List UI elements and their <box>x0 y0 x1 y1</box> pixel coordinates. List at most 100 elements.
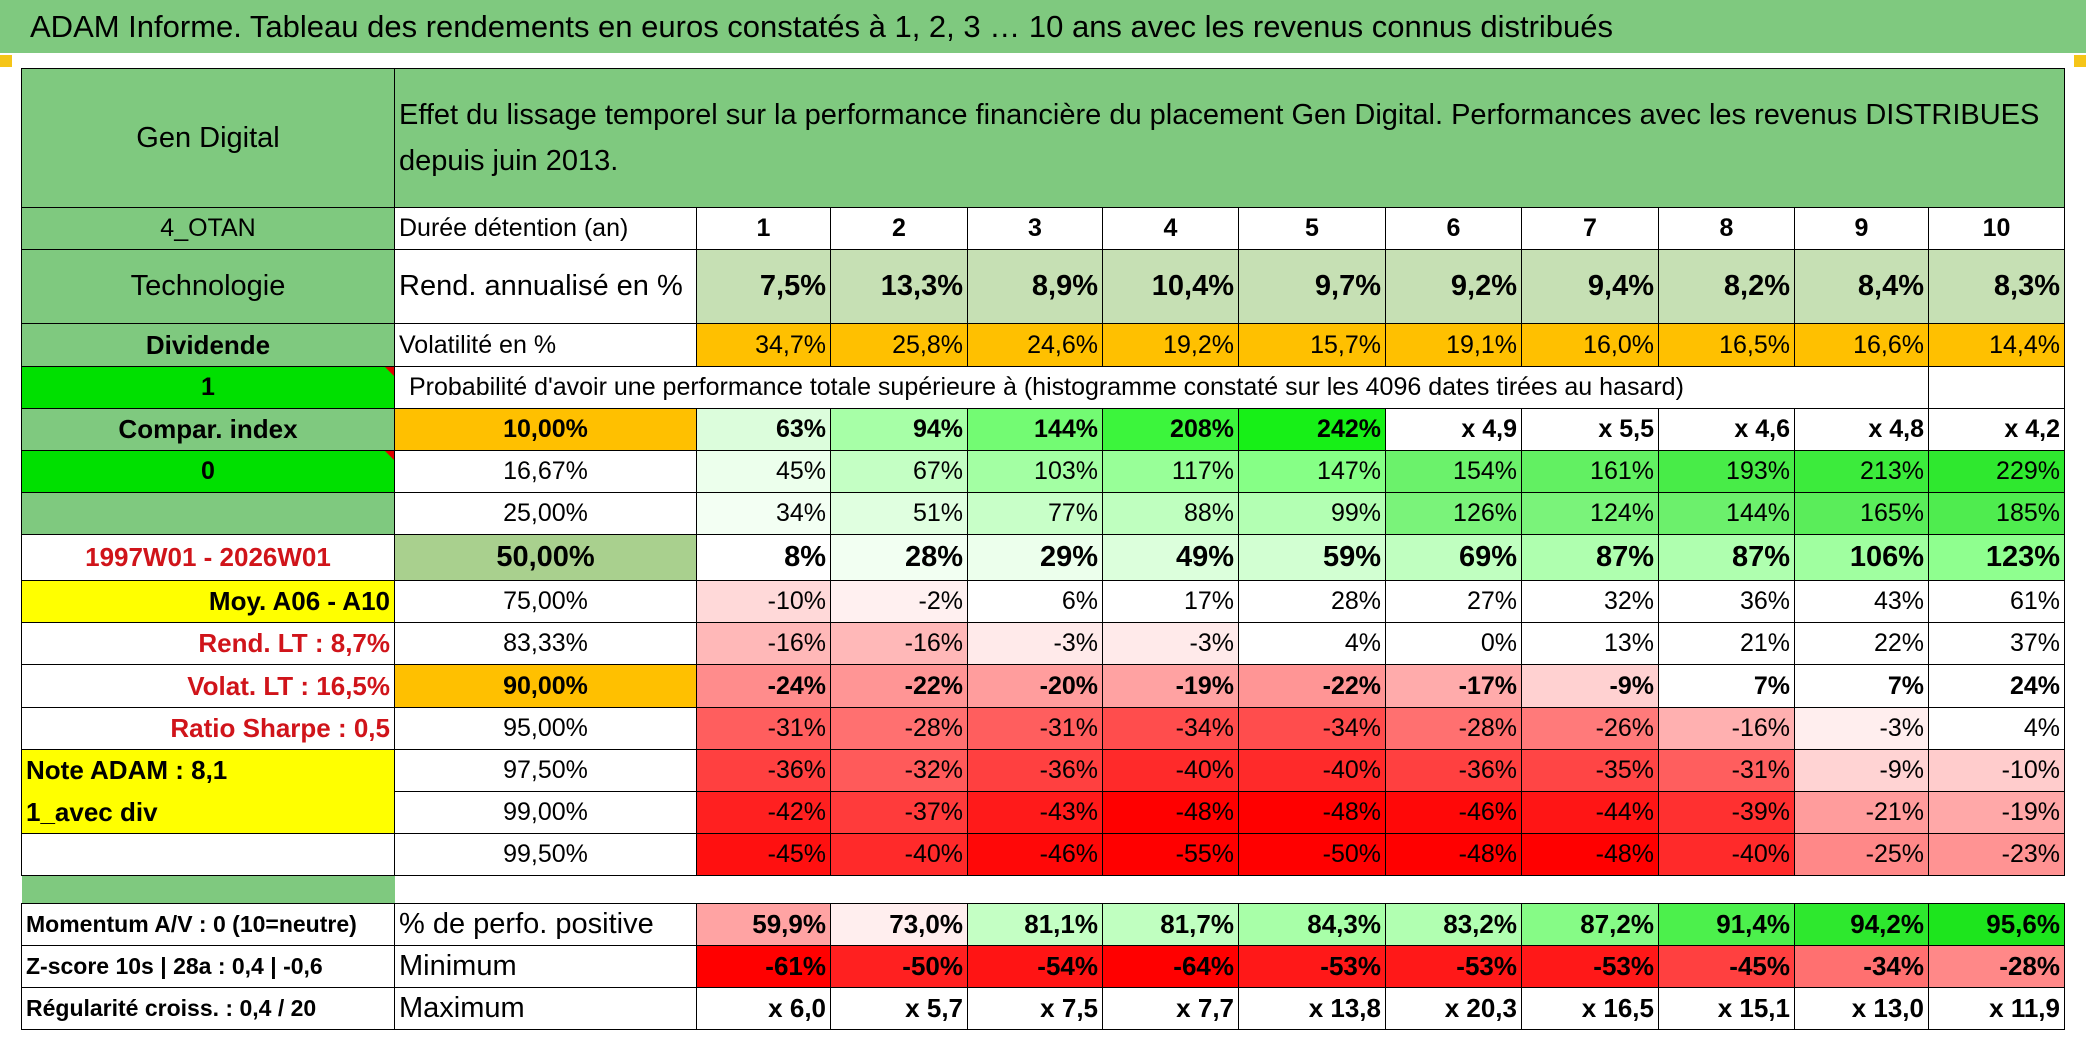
percentile-value: -19% <box>1928 791 2065 834</box>
dividend-cell: Dividende <box>21 323 395 367</box>
return-value: 8,2% <box>1658 249 1795 324</box>
percentile-value: 87% <box>1658 534 1795 581</box>
return-value: 10,4% <box>1102 249 1239 324</box>
volatility-value: 24,6% <box>967 323 1103 367</box>
percentile-value: -25% <box>1794 833 1929 876</box>
year-header: 4 <box>1102 207 1239 250</box>
positive-value: 73,0% <box>830 903 968 946</box>
percentile-row: 1997W01 - 2026W01 50,00% 8% 28% 29% 49% 59% 69%… <box>21 534 2065 581</box>
minimum-value: -54% <box>967 945 1103 988</box>
percentile-value: 43% <box>1794 580 1929 623</box>
percentile-value: -50% <box>1238 833 1386 876</box>
percentile-row: Rend. LT : 8,7% 83,33% -16% -16% -3% -3% 4% 0% 1… <box>21 622 2065 665</box>
percentile-value: -48% <box>1238 791 1386 834</box>
volatility-value: 15,7% <box>1238 323 1386 367</box>
percentile-value: 61% <box>1928 580 2065 623</box>
percentile-value: 4% <box>1928 707 2065 750</box>
return-value: 9,4% <box>1521 249 1659 324</box>
percentile-value: 77% <box>967 492 1103 535</box>
period-cell: 1997W01 - 2026W01 <box>21 534 395 581</box>
maximum-value: x 11,9 <box>1928 987 2065 1030</box>
percentile-value: -40% <box>1238 749 1386 792</box>
dividend-mode-cell: 1_avec div <box>21 791 395 834</box>
percentile-threshold: 16,67% <box>394 450 697 493</box>
percentile-value: -16% <box>696 622 831 665</box>
percentile-value: -16% <box>1658 707 1795 750</box>
percentile-value: 4% <box>1238 622 1386 665</box>
percentile-value: 126% <box>1385 492 1522 535</box>
minimum-value: -61% <box>696 945 831 988</box>
maximum-value: x 7,5 <box>967 987 1103 1030</box>
long-term-return-cell: Rend. LT : 8,7% <box>21 622 395 665</box>
year-header: 1 <box>696 207 831 250</box>
maximum-label: Maximum <box>394 987 697 1030</box>
percentile-value: 161% <box>1521 450 1659 493</box>
percentile-threshold: 95,00% <box>394 707 697 750</box>
percentile-value: 154% <box>1385 450 1522 493</box>
percentile-threshold: 10,00% <box>394 408 697 451</box>
positive-value: 81,7% <box>1102 903 1239 946</box>
return-value: 8,9% <box>967 249 1103 324</box>
percentile-threshold: 97,50% <box>394 749 697 792</box>
percentile-value: 185% <box>1928 492 2065 535</box>
positive-value: 95,6% <box>1928 903 2065 946</box>
percentile-value: 7% <box>1794 664 1929 708</box>
percentile-value: 193% <box>1658 450 1795 493</box>
duration-label: Durée détention (an) <box>394 207 697 250</box>
header-description: Effet du lissage temporel sur la perform… <box>394 68 2065 208</box>
percentile-value: 103% <box>967 450 1103 493</box>
percentile-value: 13% <box>1521 622 1659 665</box>
volatility-value: 14,4% <box>1928 323 2065 367</box>
percentile-value: -28% <box>1385 707 1522 750</box>
percentile-value: -46% <box>967 833 1103 876</box>
volatility-value: 25,8% <box>830 323 968 367</box>
percentile-value: -48% <box>1385 833 1522 876</box>
year-header: 9 <box>1794 207 1929 250</box>
return-value: 8,3% <box>1928 249 2065 324</box>
percentile-value: 17% <box>1102 580 1239 623</box>
percentile-row: Moy. A06 - A10 75,00% -10% -2% 6% 17% 28% 27% 32… <box>21 580 2065 623</box>
percentile-value: 213% <box>1794 450 1929 493</box>
percentile-value: 117% <box>1102 450 1239 493</box>
percentile-value: -39% <box>1658 791 1795 834</box>
percentile-value: -40% <box>1102 749 1239 792</box>
percentile-value: -3% <box>967 622 1103 665</box>
percentile-value: 7% <box>1658 664 1795 708</box>
percentile-value: x 4,9 <box>1385 408 1522 451</box>
maximum-value: x 16,5 <box>1521 987 1659 1030</box>
sector-cell: Technologie <box>21 249 395 324</box>
percentile-row: Note ADAM : 8,1 97,50% -36% -32% -36% -40% -40… <box>21 749 2065 792</box>
percentile-value: -3% <box>1794 707 1929 750</box>
minimum-value: -34% <box>1794 945 1929 988</box>
percentile-value: -3% <box>1102 622 1239 665</box>
percentile-threshold: 99,00% <box>394 791 697 834</box>
percentile-value: 21% <box>1658 622 1795 665</box>
percentile-value: 59% <box>1238 534 1386 581</box>
percentile-value: -46% <box>1385 791 1522 834</box>
percentile-value: x 5,5 <box>1521 408 1659 451</box>
positive-value: 94,2% <box>1794 903 1929 946</box>
percentile-value: -45% <box>696 833 831 876</box>
flag-cell-0[interactable]: 0 <box>21 450 395 493</box>
flag-cell-1[interactable]: 1 <box>21 366 395 409</box>
percentile-value: 49% <box>1102 534 1239 581</box>
percentile-value: -19% <box>1102 664 1239 708</box>
percentile-value: 144% <box>967 408 1103 451</box>
percentile-value: -24% <box>696 664 831 708</box>
report-title: ADAM Informe. Tableau des rendements en … <box>30 8 1614 44</box>
percentile-threshold: 50,00% <box>394 534 697 581</box>
percentile-threshold: 99,50% <box>394 833 697 876</box>
percentile-value: -35% <box>1521 749 1659 792</box>
percentile-value: -32% <box>830 749 968 792</box>
adam-note-cell: Note ADAM : 8,1 <box>21 749 395 792</box>
volatility-value: 19,2% <box>1102 323 1239 367</box>
percentile-value: -31% <box>967 707 1103 750</box>
percentile-value: -44% <box>1521 791 1659 834</box>
percentile-value: 34% <box>696 492 831 535</box>
percentile-value: -34% <box>1238 707 1386 750</box>
percentile-value: 106% <box>1794 534 1929 581</box>
compar-index-cell: Compar. index <box>21 408 395 451</box>
empty-green-cell <box>21 492 395 535</box>
percentile-value: 124% <box>1521 492 1659 535</box>
minimum-value: -53% <box>1385 945 1522 988</box>
